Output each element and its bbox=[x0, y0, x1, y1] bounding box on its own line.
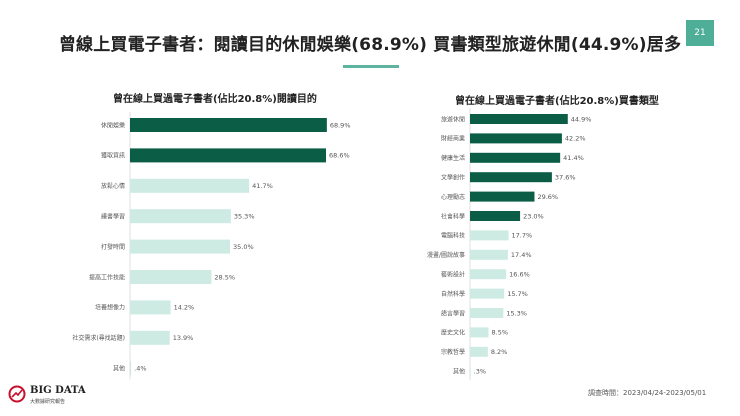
bar bbox=[470, 211, 521, 221]
data-label: 42.2% bbox=[565, 135, 586, 143]
right-chart-title: 曾在線上買過電子書者(佔比20.8%)買書類型 bbox=[455, 96, 659, 107]
category-label: 宗教哲學 bbox=[441, 348, 465, 356]
data-label: 68.9% bbox=[330, 121, 351, 129]
bar bbox=[470, 288, 505, 299]
bar bbox=[470, 114, 568, 124]
bar bbox=[130, 118, 327, 132]
category-label: 旅遊休閒 bbox=[441, 115, 465, 123]
bar bbox=[470, 249, 508, 260]
bar bbox=[130, 300, 171, 315]
data-label: 15.3% bbox=[506, 309, 527, 317]
category-label: 休閒娛樂 bbox=[101, 121, 125, 129]
bar bbox=[130, 239, 230, 254]
bar bbox=[130, 209, 231, 224]
data-label: 15.7% bbox=[507, 290, 528, 298]
data-label: 28.5% bbox=[214, 273, 235, 281]
bar bbox=[470, 172, 552, 183]
survey-date-footnote: 調查時間：2023/04/24-2023/05/01 bbox=[588, 389, 707, 397]
data-label: 17.4% bbox=[511, 251, 532, 259]
data-label: 44.9% bbox=[571, 115, 592, 123]
bar bbox=[130, 270, 212, 284]
data-label: 8.5% bbox=[492, 329, 509, 337]
category-label: 文學創作 bbox=[441, 174, 465, 182]
data-label: 14.2% bbox=[174, 304, 195, 312]
bar bbox=[130, 361, 132, 376]
data-label: 23.0% bbox=[523, 212, 544, 220]
data-label: 35.0% bbox=[233, 243, 254, 251]
data-label: 37.6% bbox=[555, 174, 576, 182]
category-label: 語言學習 bbox=[441, 309, 465, 317]
bar bbox=[470, 308, 504, 318]
category-label: 社交需求(尋找話題) bbox=[72, 334, 125, 342]
bar bbox=[470, 191, 535, 202]
data-label: 35.3% bbox=[234, 213, 255, 221]
data-label: .4% bbox=[134, 365, 146, 373]
page-title: 曾線上買電子書者：閱讀目的休閒娛樂(68.9%) 買書類型旅遊休閒(44.9%)… bbox=[58, 35, 682, 55]
data-label: 41.7% bbox=[252, 182, 273, 190]
bar bbox=[130, 330, 170, 345]
bar bbox=[130, 148, 326, 163]
category-label: 放鬆心情 bbox=[101, 182, 125, 190]
bar bbox=[470, 152, 561, 163]
bar bbox=[470, 230, 509, 241]
category-label: 其他 bbox=[113, 365, 125, 373]
logo-subtitle: 大數據研究報告 bbox=[30, 399, 66, 405]
category-label: 財經商業 bbox=[441, 135, 465, 143]
left-chart-title: 曾在線上買過電子書者(佔比20.8%)閱讀目的 bbox=[113, 94, 317, 105]
logo-text: BIG DATA bbox=[30, 385, 86, 396]
data-label: .3% bbox=[474, 368, 486, 376]
bar bbox=[470, 133, 562, 144]
title-underline bbox=[343, 65, 399, 68]
data-label: 16.6% bbox=[509, 271, 530, 279]
category-label: 提高工作技能 bbox=[89, 273, 125, 281]
category-label: 其他 bbox=[453, 368, 465, 376]
category-label: 電腦科技 bbox=[441, 232, 465, 240]
data-label: 41.4% bbox=[563, 154, 584, 162]
category-label: 藝術設計 bbox=[441, 271, 465, 279]
category-label: 培養想像力 bbox=[95, 304, 125, 312]
data-label: 68.6% bbox=[329, 152, 350, 160]
data-label: 13.9% bbox=[173, 334, 194, 342]
bar bbox=[470, 346, 488, 357]
bar bbox=[470, 269, 507, 280]
category-label: 打發時間 bbox=[101, 243, 125, 251]
category-label: 心理勵志 bbox=[441, 193, 465, 201]
data-label: 8.2% bbox=[491, 348, 508, 356]
category-label: 歷史文化 bbox=[441, 329, 465, 337]
bar bbox=[470, 327, 489, 338]
bar bbox=[130, 178, 250, 193]
logo-mark-icon bbox=[8, 385, 26, 403]
category-label: 議書學習 bbox=[101, 213, 125, 221]
data-label: 29.6% bbox=[537, 193, 558, 201]
category-label: 自然科學 bbox=[441, 290, 465, 298]
page-number-badge: 21 bbox=[686, 20, 714, 46]
bar bbox=[470, 366, 471, 377]
category-label: 漫畫/圖說故事 bbox=[427, 251, 465, 259]
category-label: 健康生活 bbox=[441, 154, 465, 162]
category-label: 社會科學 bbox=[441, 212, 465, 220]
data-label: 17.7% bbox=[512, 232, 533, 240]
category-label: 獲取資訊 bbox=[101, 152, 125, 160]
